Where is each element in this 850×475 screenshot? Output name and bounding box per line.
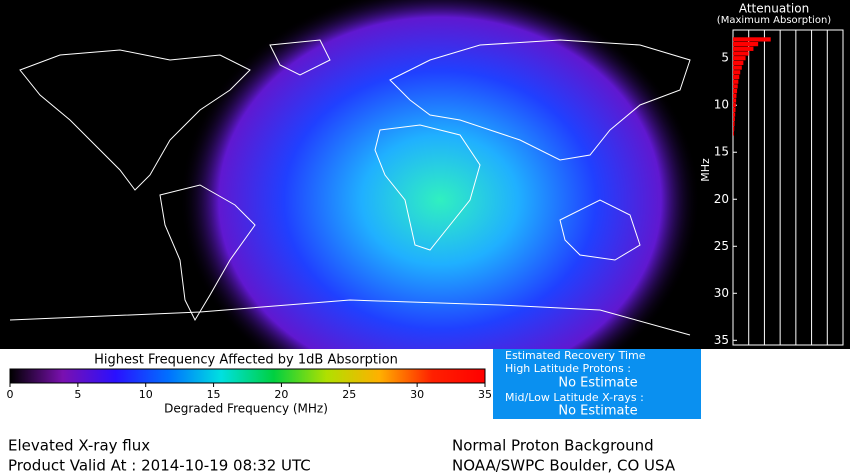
colorbar-tick-label: 20 xyxy=(274,388,288,401)
bar xyxy=(733,112,736,117)
bar xyxy=(733,37,771,42)
x-axis-label: dB xyxy=(766,373,783,388)
bar xyxy=(733,46,754,51)
bar xyxy=(733,117,735,122)
colorbar xyxy=(9,368,486,384)
low-lat-value: No Estimate xyxy=(558,404,637,419)
colorbar-tick-label: 30 xyxy=(410,388,424,401)
y-tick-label: 10 xyxy=(714,98,729,112)
x-tick-label: 30 xyxy=(821,351,834,362)
bar xyxy=(733,65,742,70)
attenuation-chart: Attenuation (Maximum Absorption) MHz dB … xyxy=(699,2,849,388)
bar xyxy=(733,41,759,47)
recovery-title: Estimated Recovery Time xyxy=(505,349,646,362)
colorbar-tick-label: 0 xyxy=(7,388,14,401)
bar xyxy=(733,79,739,84)
attenuation-frame xyxy=(732,29,844,346)
bar xyxy=(733,107,736,113)
x-tick-label: 20 xyxy=(789,351,802,362)
y-tick-label: 5 xyxy=(721,51,729,65)
bar xyxy=(733,84,738,89)
bar xyxy=(733,131,734,136)
recovery-box xyxy=(493,349,701,419)
colorbar-ticks: 0 5 10 15 20 25 30 35 xyxy=(7,383,492,401)
x-tick-label: 25 xyxy=(805,351,818,362)
bar xyxy=(733,126,735,131)
colorbar-title: Highest Frequency Affected by 1dB Absorp… xyxy=(94,353,398,368)
x-tick-label: 15 xyxy=(774,351,787,362)
chart-subtitle: (Maximum Absorption) xyxy=(717,15,831,26)
colorbar-tick-label: 10 xyxy=(139,388,153,401)
colorbar-panel xyxy=(0,349,493,419)
bar xyxy=(733,60,744,66)
bar xyxy=(733,98,737,103)
low-lat-label: Mid/Low Latitude X-rays : xyxy=(505,391,644,404)
y-tick-label: 35 xyxy=(714,333,729,347)
y-tick-label: 25 xyxy=(714,239,729,253)
bar xyxy=(733,103,736,108)
x-tick-label: 5 xyxy=(746,351,752,362)
colorbar-tick-label: 25 xyxy=(342,388,356,401)
x-tick-label: 10 xyxy=(758,351,771,362)
bar xyxy=(733,51,749,56)
y-tick-label: 20 xyxy=(714,192,729,206)
y-tick-label: 30 xyxy=(714,286,729,300)
colorbar-tick-label: 5 xyxy=(74,388,81,401)
valid-time: Product Valid At : 2014-10-19 08:32 UTC xyxy=(8,457,311,475)
bar xyxy=(733,74,740,80)
bar xyxy=(733,70,741,75)
x-tick-label: 0 xyxy=(730,351,736,362)
coastlines xyxy=(9,39,691,336)
absorption-glow xyxy=(180,0,700,349)
y-axis-label: MHz xyxy=(699,158,712,182)
bar xyxy=(733,121,735,127)
x-tick-label: 35 xyxy=(837,351,850,362)
colorbar-tick-label: 35 xyxy=(478,388,492,401)
colorbar-label: Degraded Frequency (MHz) xyxy=(164,402,328,416)
high-lat-value: No Estimate xyxy=(558,376,637,391)
proton-status: Normal Proton Background xyxy=(452,437,654,455)
bar xyxy=(733,93,737,98)
status: Elevated X-ray flux xyxy=(8,437,150,455)
bar xyxy=(733,89,738,94)
y-tick-label: 15 xyxy=(714,145,729,159)
map xyxy=(9,0,700,349)
chart-title: Attenuation xyxy=(739,2,809,16)
bar xyxy=(733,56,746,61)
source: NOAA/SWPC Boulder, CO USA xyxy=(452,457,676,475)
colorbar-tick-label: 15 xyxy=(207,388,221,401)
high-lat-label: High Latitude Protons : xyxy=(505,362,631,375)
